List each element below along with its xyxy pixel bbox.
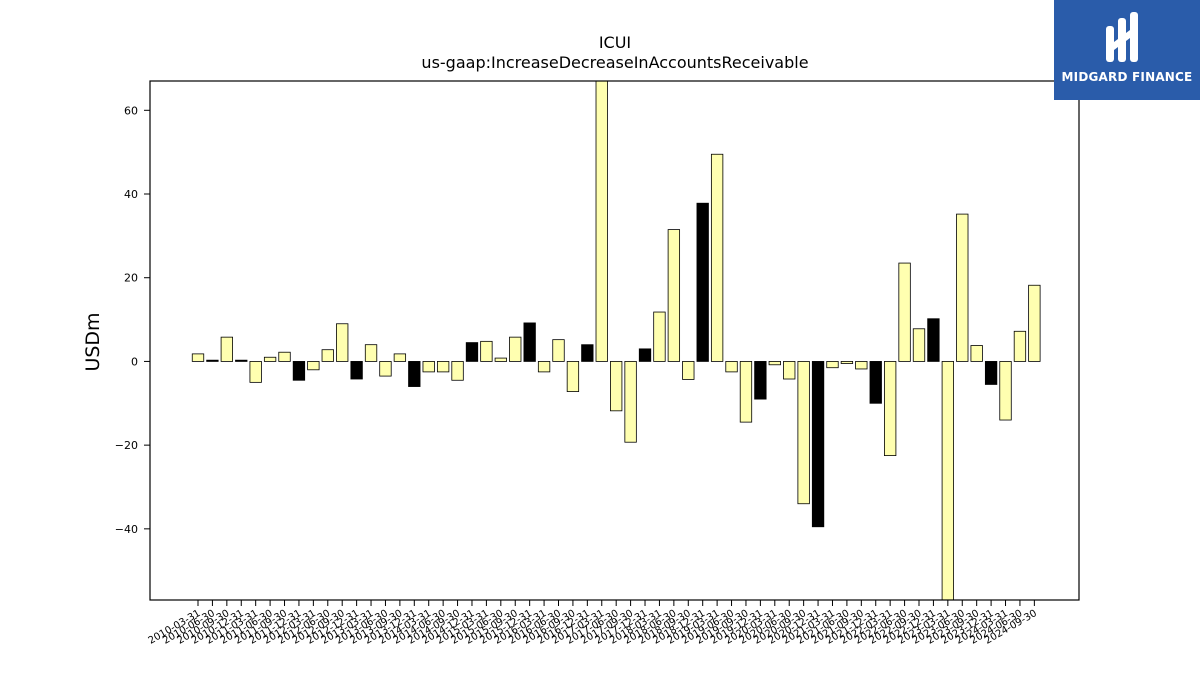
bar-2012-06-30 [321, 349, 334, 362]
bar-2013-06-30 [379, 361, 392, 377]
bar-2014-03-31 [422, 361, 435, 373]
bar-2011-06-30 [263, 356, 277, 362]
bar-2023-03-31 [941, 361, 954, 601]
bar-2016-09-30 [566, 361, 580, 392]
bar-2017-06-30 [610, 361, 623, 412]
chart-title: ICUI [599, 33, 631, 52]
bar-2019-03-31 [710, 153, 724, 362]
bar-2010-09-30 [220, 336, 233, 362]
bar-2024-06-30 [1013, 330, 1027, 362]
bar-2014-09-30 [451, 361, 464, 381]
y-tick-label: 0 [131, 355, 138, 368]
bar-2019-12-31 [754, 361, 767, 400]
bar-2010-06-30 [206, 359, 219, 362]
bar-2024-03-31 [999, 361, 1012, 421]
bar-2024-09-30 [1028, 284, 1041, 362]
bar-2022-09-30 [912, 328, 926, 362]
logo: MIDGARD FINANCE [1054, 0, 1200, 100]
y-tick-label: 40 [124, 188, 138, 201]
bar-2019-06-30 [725, 361, 738, 373]
bar-2020-09-30 [797, 361, 810, 505]
bar-2022-12-31 [927, 318, 940, 362]
y-axis-label: USDm [82, 312, 104, 371]
bar-2011-03-31 [249, 361, 262, 383]
bar-2010-12-31 [235, 359, 248, 362]
bar-2014-12-31 [465, 342, 479, 362]
bar-2022-06-30 [898, 262, 911, 362]
bar-2021-09-30 [855, 361, 868, 370]
x-ticks: 2010-03-312010-06-302010-09-302010-12-31… [147, 600, 1039, 647]
bar-2015-03-31 [480, 340, 493, 362]
bar-2018-03-31 [653, 311, 666, 362]
bar-2023-09-30 [970, 345, 983, 362]
bar-2012-03-31 [307, 361, 320, 371]
bar-2014-06-30 [436, 361, 450, 373]
y-ticks: −40 −20 0 20 40 60 [115, 104, 150, 536]
bar-2017-12-31 [638, 348, 652, 362]
bar-2020-12-31 [811, 361, 825, 528]
bar-2016-12-31 [581, 344, 594, 362]
bar-2012-12-31 [350, 361, 363, 380]
bars-group [191, 80, 1041, 601]
bar-2017-09-30 [624, 361, 637, 443]
bar-2011-12-31 [292, 361, 306, 381]
bar-2017-03-31 [595, 80, 608, 362]
bar-2011-09-30 [278, 351, 291, 362]
bar-2020-06-30 [783, 361, 796, 380]
bar-2020-03-31 [768, 361, 781, 366]
bar-2021-06-30 [840, 361, 854, 364]
bar-2015-12-31 [523, 322, 536, 362]
bar-2018-12-31 [696, 202, 709, 362]
bar-2018-09-30 [682, 361, 695, 380]
y-tick-label: −40 [115, 523, 138, 536]
bar-2023-06-30 [956, 213, 969, 362]
bar-2013-03-31 [364, 344, 378, 362]
bar-2015-06-30 [494, 357, 507, 362]
bar-2019-09-30 [739, 361, 753, 423]
bar-2022-03-31 [884, 361, 897, 456]
logo-mark-icon [1106, 12, 1138, 62]
bar-2021-03-31 [826, 361, 839, 369]
chart-subtitle: us-gaap:IncreaseDecreaseInAccountsReceiv… [421, 53, 808, 72]
bar-2016-03-31 [537, 361, 551, 373]
bar-2018-06-30 [667, 229, 681, 362]
bar-2021-12-31 [869, 361, 882, 404]
bar-2013-12-31 [408, 361, 421, 387]
bar-2016-06-30 [552, 339, 565, 362]
plot-frame [149, 80, 1080, 601]
y-tick-label: 60 [124, 104, 138, 117]
bar-2015-09-30 [509, 336, 522, 362]
y-tick-label: 20 [124, 272, 138, 285]
bar-2013-09-30 [393, 353, 407, 362]
logo-text: MIDGARD FINANCE [1061, 70, 1193, 84]
bar-2023-12-31 [984, 361, 998, 385]
bar-2010-03-31 [191, 353, 205, 362]
y-tick-label: −20 [115, 439, 138, 452]
bar-2012-09-30 [336, 323, 349, 362]
